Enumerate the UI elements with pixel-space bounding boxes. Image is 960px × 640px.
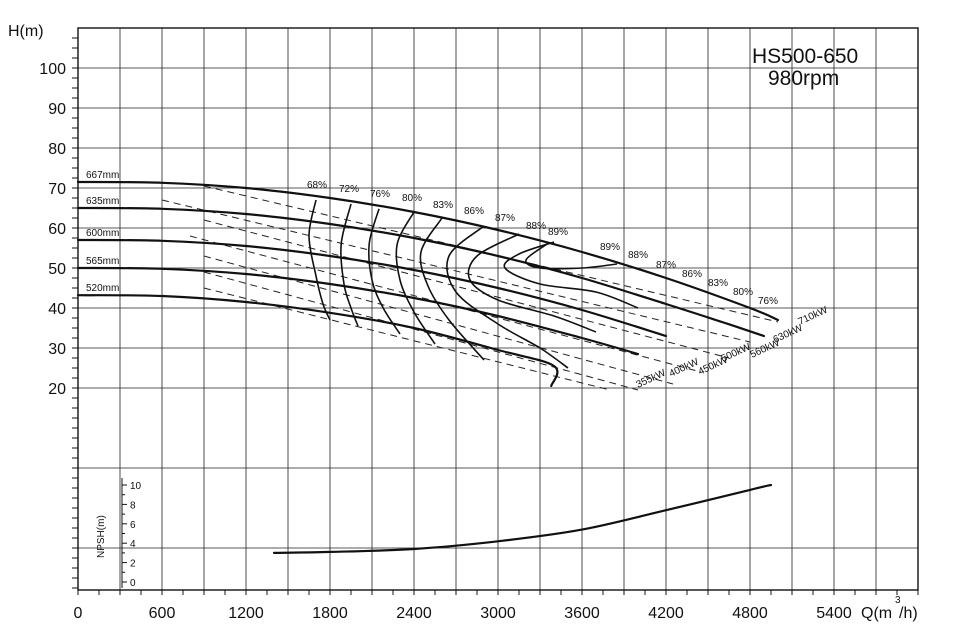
x-tick-label: 1800: [312, 605, 348, 622]
x-axis-label-sup: 3: [895, 595, 901, 606]
efficiency-contour: [446, 225, 569, 369]
chart-grid: [72, 28, 919, 595]
chart-title: HS500-650: [752, 45, 858, 68]
y-tick-label: 40: [48, 301, 66, 318]
x-tick-labels: 0 600 1200 1800 2400 3000 3600 4200 4800 5400: [74, 605, 852, 622]
chart-subtitle: 980rpm: [768, 67, 839, 90]
y-axis-label: H(m): [8, 23, 44, 40]
efficiency-label: 88%: [628, 250, 648, 261]
efficiency-contour: [503, 241, 639, 309]
efficiency-labels: 68% 72% 76% 80%83%86%87%88%89%89%88%87%86%8…: [307, 180, 778, 307]
efficiency-label: 76%: [758, 296, 778, 307]
efficiency-label: 87%: [656, 260, 676, 271]
npsh-tick-label: 4: [130, 539, 136, 550]
x-tick-label: 2400: [396, 605, 432, 622]
x-axis-label: Q(m 3 /h): [861, 595, 918, 622]
npsh-line: [272, 483, 773, 554]
y-tick-label: 30: [48, 341, 66, 358]
npsh-axis-label: NPSH(m): [96, 515, 107, 558]
power-line: [203, 271, 639, 391]
title-block: HS500-650 980rpm: [752, 45, 858, 90]
npsh-axis: NPSH(m) 0 2 4 6 8 10: [96, 478, 142, 589]
efficiency-contour: [308, 199, 331, 321]
power-line-label: 355kW: [635, 367, 668, 390]
head-curve-label: 520mm: [86, 283, 119, 294]
power-line-label: 450kW: [697, 354, 730, 377]
efficiency-label: 68%: [307, 180, 327, 191]
efficiency-label: 89%: [600, 242, 620, 253]
y-tick-label: 60: [48, 221, 66, 238]
npsh-tick-label: 2: [130, 559, 136, 570]
power-line: [203, 219, 730, 359]
x-tick-label: 4800: [732, 605, 768, 622]
efficiency-label: 72%: [339, 184, 359, 195]
y-tick-label: 90: [48, 101, 66, 118]
y-tick-label: 20: [48, 381, 66, 398]
npsh-tick-label: 10: [130, 481, 142, 492]
efficiency-contour: [340, 203, 359, 327]
head-curve: [76, 266, 640, 356]
efficiency-contour: [368, 208, 401, 335]
x-tick-label: 4200: [648, 605, 684, 622]
npsh-curve: [272, 483, 773, 554]
efficiency-label: 80%: [733, 287, 753, 298]
power-line-label: 560kW: [749, 337, 782, 360]
efficiency-contours: [308, 199, 639, 369]
x-tick-label: 3000: [480, 605, 516, 622]
efficiency-label: 86%: [464, 206, 484, 217]
x-tick-label: 1200: [228, 605, 264, 622]
efficiency-contour: [467, 233, 597, 333]
plot-frame: [77, 27, 919, 591]
x-tick-label: 5400: [816, 605, 852, 622]
head-curve: [76, 294, 559, 388]
y-tick-label: 50: [48, 261, 66, 278]
head-curve: [76, 206, 766, 338]
efficiency-label: 89%: [548, 227, 568, 238]
efficiency-label: 83%: [433, 200, 453, 211]
power-line-label: 400kW: [668, 356, 701, 379]
efficiency-label: 86%: [682, 269, 702, 280]
head-curve-label: 667mm: [86, 170, 119, 181]
efficiency-contour: [395, 211, 436, 345]
x-axis-label-main: Q(m: [861, 605, 892, 622]
efficiency-label: 76%: [370, 189, 390, 200]
efficiency-label: 83%: [708, 278, 728, 289]
power-line: [161, 199, 751, 343]
x-tick-label: 600: [149, 605, 176, 622]
y-tick-label: 80: [48, 141, 66, 158]
efficiency-contour: [525, 243, 618, 270]
head-curve: [76, 238, 668, 338]
npsh-tick-label: 8: [130, 500, 136, 511]
head-curve-label: 635mm: [86, 196, 119, 207]
x-axis-label-end: /h): [899, 605, 918, 622]
efficiency-label: 88%: [526, 221, 546, 232]
head-curve-label: 565mm: [86, 256, 119, 267]
npsh-tick-label: 6: [130, 520, 136, 531]
head-curves: 667mm 635mm 600mm 565mm 520mm: [76, 170, 780, 388]
x-tick-label: 0: [74, 605, 83, 622]
y-tick-label: 100: [39, 61, 66, 78]
efficiency-label: 80%: [402, 193, 422, 204]
y-tick-label: 70: [48, 181, 66, 198]
power-line: [203, 287, 611, 391]
head-curve: [76, 180, 780, 322]
efficiency-label: 87%: [495, 213, 515, 224]
y-tick-labels: 20 30 40 50 60 70 80 90 100: [39, 61, 66, 398]
head-curve-label: 600mm: [86, 228, 119, 239]
npsh-tick-label: 0: [130, 578, 136, 589]
x-tick-label: 3600: [564, 605, 600, 622]
power-line: [203, 255, 674, 385]
